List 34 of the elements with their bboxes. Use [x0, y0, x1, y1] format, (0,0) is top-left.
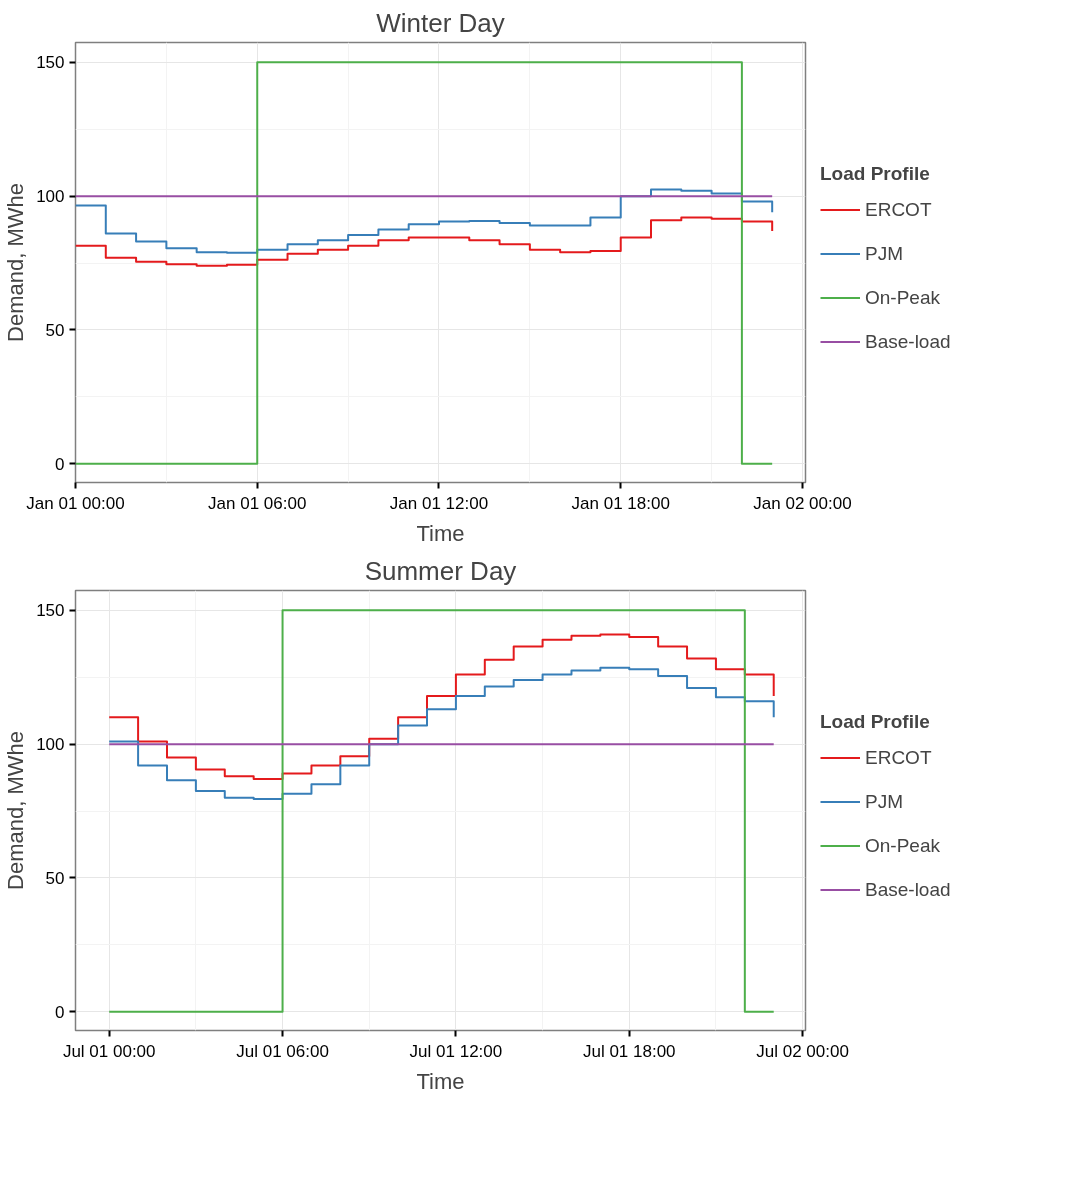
y-tick-label: 150 — [36, 53, 65, 73]
x-tick-label: Jul 01 12:00 — [409, 1041, 503, 1061]
x-axis-title: Time — [416, 520, 465, 546]
x-tick-label: Jul 02 00:00 — [756, 1041, 849, 1061]
y-tick-label: 100 — [36, 187, 65, 207]
chart-title: Winter Day — [376, 7, 505, 38]
x-tick-label: Jul 01 00:00 — [62, 1041, 156, 1061]
legend-label: ERCOT — [865, 197, 932, 222]
x-tick-label: Jan 01 00:00 — [26, 493, 125, 513]
legend-label: ERCOT — [865, 745, 932, 770]
y-tick-label: 100 — [36, 735, 65, 755]
legend-title: Load Profile — [820, 710, 931, 733]
y-tick-label: 50 — [45, 868, 65, 888]
x-tick-label: Jan 01 18:00 — [571, 493, 670, 513]
x-tick-label: Jan 01 06:00 — [208, 493, 307, 513]
x-axis-title: Time — [416, 1068, 465, 1094]
y-tick-label: 50 — [45, 320, 65, 340]
legend-label: PJM — [865, 789, 903, 814]
y-tick-label: 0 — [55, 1002, 65, 1022]
legend-label: PJM — [865, 241, 903, 266]
x-tick-label: Jan 01 12:00 — [389, 493, 489, 513]
legend-label: On-Peak — [865, 833, 940, 858]
legend-label: Base-load — [865, 329, 951, 354]
y-tick-label: 150 — [36, 601, 65, 621]
y-axis-title: Demand, MWhe — [3, 183, 29, 342]
chart-title: Summer Day — [364, 555, 517, 586]
x-tick-label: Jan 02 00:00 — [753, 493, 852, 513]
x-tick-label: Jul 01 18:00 — [582, 1041, 676, 1061]
legend-label: On-Peak — [865, 285, 940, 310]
y-tick-label: 0 — [55, 454, 65, 474]
y-axis-title: Demand, MWhe — [3, 731, 29, 890]
legend-label: Base-load — [865, 877, 951, 902]
legend-title: Load Profile — [820, 162, 931, 185]
x-tick-label: Jul 01 06:00 — [236, 1041, 329, 1061]
